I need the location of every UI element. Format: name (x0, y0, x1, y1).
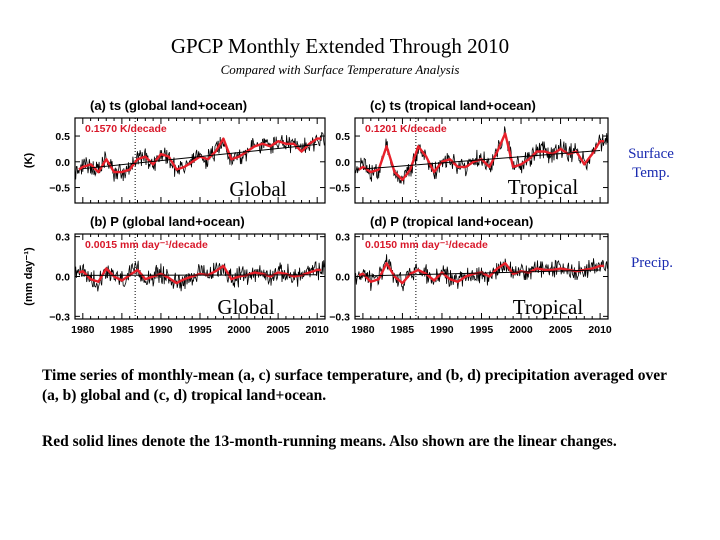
y-tick-label: 0.0 (335, 272, 350, 284)
monthly-series (75, 260, 325, 292)
y-tick-label: 0.3 (335, 232, 350, 244)
trend-label: 0.0150 mm day⁻¹/decade (365, 239, 488, 251)
precip-label: Precip. (630, 255, 674, 271)
x-tick-label: 1995 (470, 324, 494, 336)
x-tick-label: 1985 (110, 324, 134, 336)
x-tick-label: 1990 (430, 324, 454, 336)
y-tick-label: 0.0 (55, 157, 70, 169)
panel-title: (a) ts (global land+ocean) (90, 98, 247, 113)
y-tick-label: 0.3 (55, 232, 70, 244)
y-axis-label: (K) (23, 153, 35, 169)
x-tick-label: 1990 (149, 324, 173, 336)
y-tick-label: 0.0 (55, 272, 70, 284)
trend-label: 0.1201 K/decade (365, 123, 447, 135)
trend-label: 0.0015 mm day⁻¹/decade (85, 239, 208, 251)
slide-subtitle: Compared with Surface Temperature Analys… (220, 62, 460, 77)
running-mean-series (358, 132, 604, 182)
running-mean-series (358, 262, 604, 285)
panel-frame (74, 117, 326, 204)
x-tick-label: 2010 (588, 324, 612, 336)
y-tick-label: −0.5 (329, 183, 350, 195)
y-tick-label: −0.5 (49, 183, 70, 195)
series-group (355, 254, 608, 292)
running-mean-series (78, 264, 322, 285)
trend-line (362, 269, 601, 277)
panel-title: (b) P (global land+ocean) (90, 214, 245, 229)
y-tick-label: −0.3 (49, 311, 70, 323)
region-label: Tropical (508, 175, 579, 199)
panel-c: (c) ts (tropical land+ocean) 0.5 0.0 −0.5 0.… (329, 98, 609, 204)
series-group (75, 132, 325, 182)
slide-title: GPCP Monthly Extended Through 2010 (170, 34, 510, 58)
y-tick-label: −0.3 (329, 311, 350, 323)
panel-title: (c) ts (tropical land+ocean) (370, 98, 536, 113)
panel-d: (d) P (tropical land+ocean)0.30.0−0.3198… (329, 214, 612, 336)
x-tick-label: 1985 (391, 324, 415, 336)
series-group (75, 260, 325, 292)
x-tick-label: 1995 (188, 324, 212, 336)
y-tick-label: 0.0 (335, 157, 350, 169)
trend-line (362, 150, 601, 170)
region-label: Tropical (513, 295, 584, 319)
x-tick-label: 2005 (266, 324, 290, 336)
surface-temp-label: Surface Temp. (628, 146, 674, 181)
region-label: Global (229, 177, 286, 201)
trend-line (82, 143, 318, 170)
x-tick-label: 2000 (509, 324, 533, 336)
trend-label: 0.1570 K/decade (85, 123, 167, 135)
panel-title: (d) P (tropical land+ocean) (370, 214, 533, 229)
y-axis-label: (mm day⁻¹) (23, 247, 35, 306)
x-tick-label: 2010 (306, 324, 330, 336)
panel-frame (354, 117, 609, 204)
x-tick-label: 2000 (227, 324, 251, 336)
caption-2: Red solid lines denote the 13-month-runn… (42, 433, 617, 450)
region-label: Global (217, 295, 274, 319)
trend-line (82, 274, 318, 276)
x-tick-label: 1980 (351, 324, 375, 336)
x-tick-label: 2005 (549, 324, 573, 336)
y-tick-label: 0.5 (55, 131, 70, 143)
y-tick-label: 0.5 (335, 131, 350, 143)
series-group (355, 126, 608, 185)
panel-frame (74, 233, 326, 320)
panel-a: (a) ts (global land+ocean) 0.5 0.0 −0.5 (K) 0… (23, 98, 326, 204)
panel-frame (354, 233, 609, 320)
x-tick-label: 1980 (71, 324, 95, 336)
caption-1: Time series of monthly-mean (a, c) surfa… (42, 367, 667, 404)
